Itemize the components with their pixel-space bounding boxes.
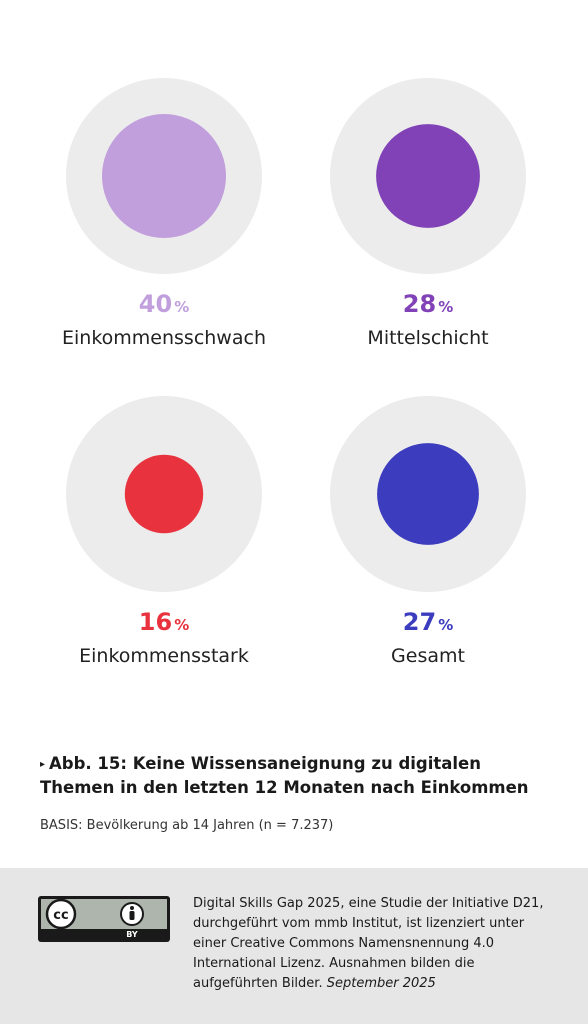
category-label: Einkommensschwach [62,327,266,349]
person-head [130,906,134,910]
value-unit: % [438,616,454,634]
bubble-mittelschicht [330,78,526,274]
cc-badge-symbols: cc [45,898,144,930]
license-text: Digital Skills Gap 2025, eine Studie der… [193,894,553,994]
license-statement: Digital Skills Gap 2025, eine Studie der… [193,896,544,991]
caption-text: Abb. 15: Keine Wissensaneignung zu digit… [40,754,529,797]
bubble-value-mark [377,443,479,545]
basis-note: BASIS: Bevölkerung ab 14 Jahren (n = 7.2… [40,818,334,833]
creative-commons-by-icon: cc BY [38,896,170,942]
caption-marker-icon: ▸ [40,759,46,770]
cc-by-label: BY [126,930,138,939]
bubble-gesamt [330,396,526,592]
person-body [129,911,135,920]
value-number: 16 [138,608,173,636]
chart-cell-einkommensschwach: 40% Einkommensschwach [34,78,294,378]
value-label: 40% [34,290,294,321]
bubble-value-mark [376,124,480,228]
license-footer: cc BY Digital Skills Gap 2025, eine Stud… [0,868,588,1024]
value-number: 28 [402,290,437,318]
figure-caption: ▸ Abb. 15: Keine Wissensaneignung zu digi… [40,752,540,799]
bubble-value-mark [124,454,204,534]
value-label: 27% [298,608,558,639]
bubble-value-mark [102,114,226,238]
category-label: Gesamt [391,645,465,667]
value-number: 40 [138,290,173,318]
chart-cell-gesamt: 27% Gesamt [298,396,558,696]
chart-cell-mittelschicht: 28% Mittelschicht [298,78,558,378]
bubble-einkommensstark [66,396,262,592]
value-unit: % [174,616,190,634]
value-label: 28% [298,290,558,321]
cc-circle-icon [45,898,77,930]
category-label: Mittelschicht [367,327,489,349]
value-unit: % [438,298,454,316]
publication-date: September 2025 [326,976,436,991]
cc-letters: cc [53,908,68,923]
category-label: Einkommensstark [79,645,249,667]
value-label: 16% [34,608,294,639]
bubble-chart: 40% Einkommensschwach 28% Mittelschicht … [34,78,558,696]
value-unit: % [174,298,190,316]
bubble-einkommensschwach [66,78,262,274]
chart-cell-einkommensstark: 16% Einkommensstark [34,396,294,696]
value-number: 27 [402,608,437,636]
